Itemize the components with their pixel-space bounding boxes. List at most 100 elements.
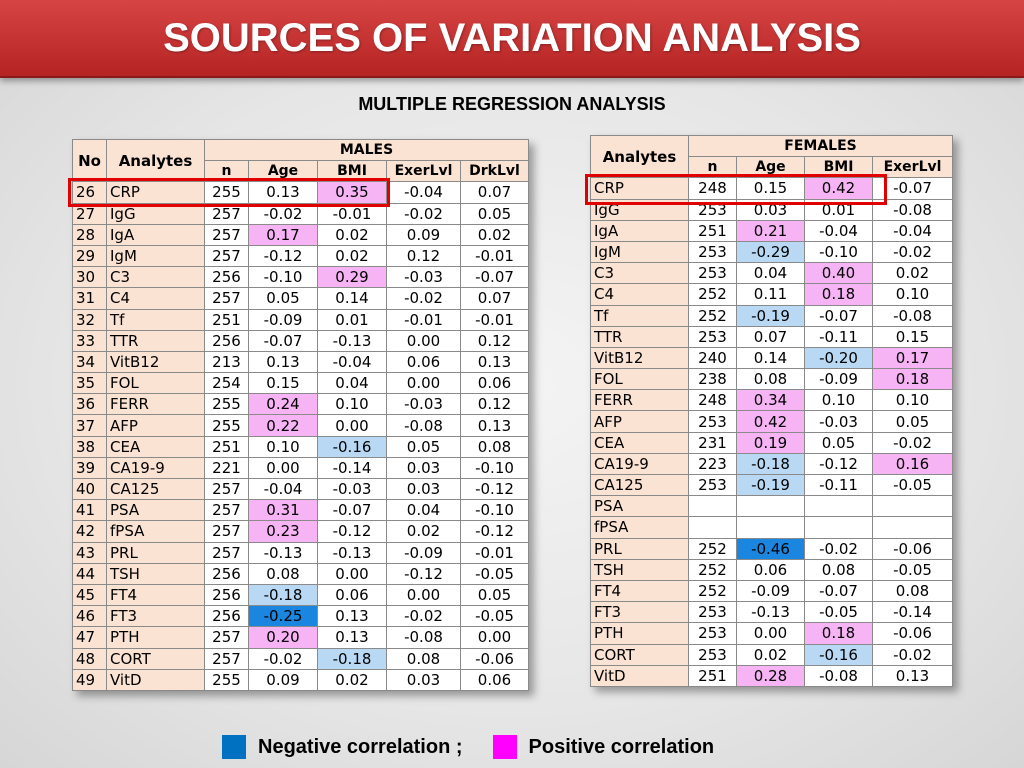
exer-cell (872, 495, 953, 518)
positive-swatch (492, 735, 517, 759)
age-cell: 0.24 (248, 393, 318, 416)
n-cell: 253 (688, 410, 737, 433)
bmi-cell: 0.02 (317, 244, 387, 268)
exer-cell: -0.04 (872, 219, 953, 242)
bmi-cell: 0.01 (317, 308, 387, 331)
males-table: No Analytes MALES n Age BMI ExerLvl DrkL… (72, 138, 529, 691)
table-row: CEA 231 0.19 0.05 -0.02 (590, 431, 953, 454)
row-number-cell: 45 (72, 583, 107, 607)
table-row: 33 TTR 256 -0.07 -0.13 0.00 0.12 (72, 329, 529, 352)
exer-cell: 0.18 (872, 368, 953, 391)
exer-cell: -0.12 (386, 562, 461, 585)
col-header-age: Age (736, 156, 805, 179)
age-cell (736, 516, 805, 539)
females-group-header: FEMALES (688, 134, 953, 158)
females-table-container: Analytes FEMALES n Age BMI ExerLvl CRP 24… (590, 134, 953, 687)
drk-cell: 0.00 (460, 626, 529, 649)
analyte-cell: FT4 (106, 583, 205, 607)
analyte-cell: FT3 (106, 605, 205, 628)
row-number-cell: 28 (72, 223, 107, 246)
exer-cell: 0.10 (872, 389, 953, 412)
n-cell: 255 (204, 668, 249, 691)
bmi-cell: 0.14 (317, 287, 387, 310)
table-row: FOL 238 0.08 -0.09 0.18 (590, 368, 953, 391)
drk-cell: -0.12 (460, 477, 529, 501)
table-row: 42 fPSA 257 0.23 -0.12 0.02 -0.12 (72, 520, 529, 543)
bmi-cell: 0.06 (317, 583, 387, 607)
n-cell: 256 (204, 605, 249, 628)
table-row: 48 CORT 257 -0.02 -0.18 0.08 -0.06 (72, 647, 529, 670)
exer-cell: 0.02 (386, 520, 461, 543)
bmi-cell: -0.11 (804, 473, 873, 497)
drk-cell: -0.01 (460, 308, 529, 331)
table-row: 46 FT3 256 -0.25 0.13 -0.02 -0.05 (72, 605, 529, 628)
age-cell: 0.42 (736, 410, 805, 433)
age-cell: 0.00 (248, 456, 318, 480)
analyte-cell: PSA (590, 495, 689, 518)
table-row: 30 C3 256 -0.10 0.29 -0.03 -0.07 (72, 266, 529, 289)
analyte-cell: CORT (106, 647, 205, 670)
bmi-cell: -0.14 (317, 456, 387, 480)
bmi-cell: -0.09 (804, 368, 873, 391)
exer-cell: -0.02 (386, 287, 461, 310)
bmi-cell: 0.13 (317, 605, 387, 628)
drk-cell: -0.06 (460, 647, 529, 670)
exer-cell: 0.10 (872, 283, 953, 306)
row-number-cell: 48 (72, 647, 107, 670)
table-row: 43 PRL 257 -0.13 -0.13 -0.09 -0.01 (72, 541, 529, 564)
exer-cell: -0.03 (386, 266, 461, 289)
n-cell (688, 516, 737, 539)
n-cell: 253 (688, 325, 737, 348)
bmi-cell: 0.08 (804, 558, 873, 581)
n-cell: 213 (204, 350, 249, 374)
bmi-cell: 0.05 (804, 431, 873, 454)
table-row: CORT 253 0.02 -0.16 -0.02 (590, 643, 953, 666)
n-cell: 238 (688, 368, 737, 391)
drk-cell: 0.07 (460, 287, 529, 310)
age-cell: 0.15 (736, 177, 805, 200)
bmi-cell (804, 516, 873, 539)
bmi-cell: 0.29 (317, 266, 387, 289)
age-cell: -0.12 (248, 244, 318, 268)
exer-cell: -0.02 (386, 605, 461, 628)
bmi-cell: -0.12 (317, 520, 387, 543)
age-cell: -0.02 (248, 647, 318, 670)
table-row: 44 TSH 256 0.08 0.00 -0.12 -0.05 (72, 562, 529, 585)
age-cell: 0.22 (248, 414, 318, 437)
drk-cell: 0.08 (460, 435, 529, 458)
exer-cell: -0.06 (872, 622, 953, 645)
bmi-cell: 0.42 (804, 177, 873, 200)
analyte-cell: IgM (590, 240, 689, 264)
analyte-cell: AFP (590, 410, 689, 433)
exer-cell: -0.02 (386, 202, 461, 225)
row-number-cell: 32 (72, 308, 107, 331)
bmi-cell: -0.08 (804, 664, 873, 687)
n-cell: 255 (204, 393, 249, 416)
table-row: 38 CEA 251 0.10 -0.16 0.05 0.08 (72, 435, 529, 458)
n-cell: 252 (688, 304, 737, 327)
age-cell: -0.18 (248, 583, 318, 607)
row-number-cell: 39 (72, 456, 107, 480)
bmi-cell: 0.00 (317, 562, 387, 585)
row-number-cell: 30 (72, 266, 107, 289)
bmi-cell: -0.04 (804, 219, 873, 242)
table-row: CA125 253 -0.19 -0.11 -0.05 (590, 473, 953, 497)
age-cell: -0.09 (736, 579, 805, 603)
bmi-cell: -0.07 (804, 304, 873, 327)
analyte-cell: IgA (106, 223, 205, 246)
analyte-cell: CEA (590, 431, 689, 454)
age-cell: -0.09 (248, 308, 318, 331)
analyte-cell: FT3 (590, 601, 689, 624)
analyte-cell: IgM (106, 244, 205, 268)
n-cell: 251 (688, 219, 737, 242)
n-cell: 251 (204, 435, 249, 458)
table-row: 40 CA125 257 -0.04 -0.03 0.03 -0.12 (72, 477, 529, 501)
age-cell: 0.02 (736, 643, 805, 666)
table-row: 29 IgM 257 -0.12 0.02 0.12 -0.01 (72, 244, 529, 268)
row-number-cell: 37 (72, 414, 107, 437)
n-cell: 253 (688, 240, 737, 264)
n-cell: 253 (688, 622, 737, 645)
age-cell: -0.13 (736, 601, 805, 624)
table-row: FT3 253 -0.13 -0.05 -0.14 (590, 601, 953, 624)
age-cell: 0.09 (248, 668, 318, 691)
